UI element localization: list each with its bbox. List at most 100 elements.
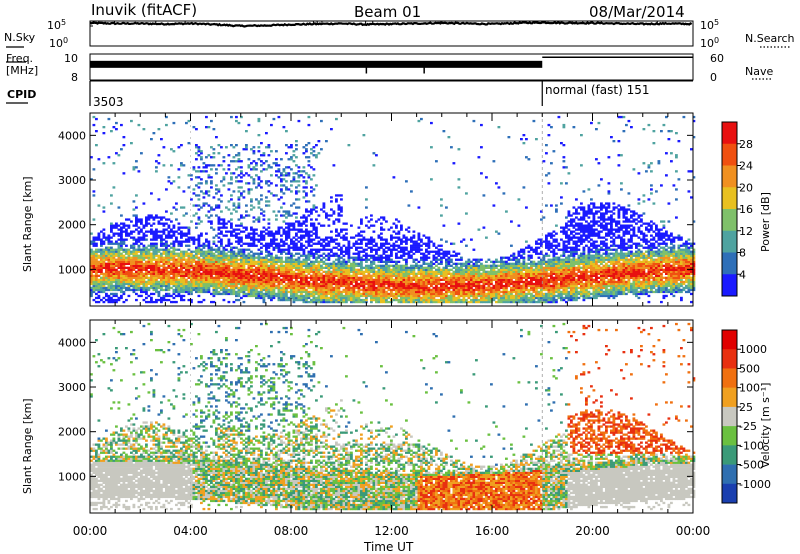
scatter-cell: [365, 289, 368, 291]
scatter-cell: [203, 283, 206, 285]
scatter-cell: [360, 218, 363, 220]
scatter-cell: [120, 239, 123, 241]
scatter-cell: [270, 283, 273, 285]
scatter-cell: [430, 241, 433, 243]
scatter-cell: [423, 289, 426, 291]
scatter-cell: [408, 285, 411, 287]
scatter-cell: [460, 289, 463, 291]
scatter-cell: [208, 279, 211, 281]
scatter-cell: [348, 291, 351, 293]
scatter-cell: [215, 287, 218, 289]
scatter-cell: [415, 277, 418, 279]
scatter-cell: [313, 194, 316, 196]
scatter-cell: [273, 287, 276, 289]
scatter-cell: [105, 281, 108, 283]
scatter-cell: [285, 285, 288, 287]
scatter-cell: [295, 281, 298, 283]
scatter-cell: [275, 174, 278, 176]
scatter-cell: [288, 277, 291, 279]
scatter-cell: [165, 293, 168, 295]
scatter-cell: [225, 146, 228, 148]
scatter-cell: [100, 273, 103, 275]
scatter-cell: [300, 299, 303, 301]
scatter-cell: [188, 265, 191, 267]
scatter-cell: [253, 269, 256, 271]
scatter-cell: [263, 263, 266, 265]
scatter-cell: [390, 265, 393, 267]
scatter-cell: [220, 289, 223, 291]
scatter-cell: [323, 204, 326, 206]
scatter-cell: [113, 267, 116, 269]
scatter-cell: [338, 212, 341, 214]
scatter-cell: [260, 239, 263, 241]
scatter-cell: [153, 257, 156, 259]
scatter-cell: [413, 265, 416, 267]
scatter-cell: [240, 283, 243, 285]
scatter-cell: [250, 251, 253, 253]
scatter-cell: [263, 237, 266, 239]
scatter-cell: [280, 196, 283, 198]
scatter-cell: [215, 136, 218, 138]
scatter-cell: [250, 188, 253, 190]
scatter-cell: [180, 265, 183, 267]
scatter-cell: [448, 281, 451, 283]
scatter-cell: [298, 283, 301, 285]
scatter-cell: [398, 231, 401, 233]
scatter-cell: [153, 243, 156, 245]
scatter-cell: [93, 279, 96, 281]
scatter-cell: [328, 249, 331, 251]
scatter-cell: [163, 249, 166, 251]
scatter-cell: [243, 251, 246, 253]
scatter-cell: [465, 291, 468, 293]
scatter-cell: [160, 249, 163, 251]
scatter-cell: [478, 293, 481, 295]
scatter-cell: [348, 285, 351, 287]
scatter-cell: [253, 237, 256, 239]
scatter-cell: [440, 289, 443, 291]
scatter-cell: [400, 285, 403, 287]
scatter-cell: [98, 265, 101, 267]
nsearch-tick-low: 100: [700, 36, 719, 50]
scatter-cell: [150, 293, 153, 295]
scatter-cell: [118, 257, 121, 259]
scatter-cell: [223, 279, 226, 281]
scatter-cell: [448, 299, 451, 301]
scatter-cell: [175, 263, 178, 265]
scatter-cell: [238, 271, 241, 273]
scatter-cell: [163, 297, 166, 299]
scatter-cell: [120, 277, 123, 279]
scatter-cell: [155, 237, 158, 239]
scatter-cell: [410, 247, 413, 249]
scatter-cell: [245, 293, 248, 295]
scatter-cell: [453, 291, 456, 293]
scatter-cell: [173, 257, 176, 259]
scatter-cell: [388, 275, 391, 277]
scatter-cell: [178, 279, 181, 281]
scatter-cell: [348, 269, 351, 271]
scatter-cell: [270, 291, 273, 293]
scatter-cell: [448, 301, 451, 303]
scatter-cell: [245, 261, 248, 263]
scatter-cell: [135, 271, 138, 273]
scatter-cell: [203, 253, 206, 255]
scatter-cell: [130, 259, 133, 261]
scatter-cell: [455, 279, 458, 281]
scatter-cell: [358, 273, 361, 275]
scatter-cell: [145, 275, 148, 277]
scatter-cell: [298, 289, 301, 291]
scatter-cell: [338, 297, 341, 299]
scatter-cell: [383, 245, 386, 247]
scatter-cell: [280, 174, 283, 176]
scatter-cell: [455, 281, 458, 283]
scatter-cell: [188, 263, 191, 265]
scatter-cell: [215, 168, 218, 170]
scatter-cell: [408, 293, 411, 295]
scatter-cell: [288, 223, 291, 225]
scatter-cell: [298, 198, 301, 200]
scatter-cell: [298, 247, 301, 249]
scatter-cell: [113, 275, 116, 277]
scatter-cell: [140, 243, 143, 245]
scatter-cell: [123, 231, 126, 233]
scatter-cell: [313, 208, 316, 210]
scatter-cell: [288, 275, 291, 277]
